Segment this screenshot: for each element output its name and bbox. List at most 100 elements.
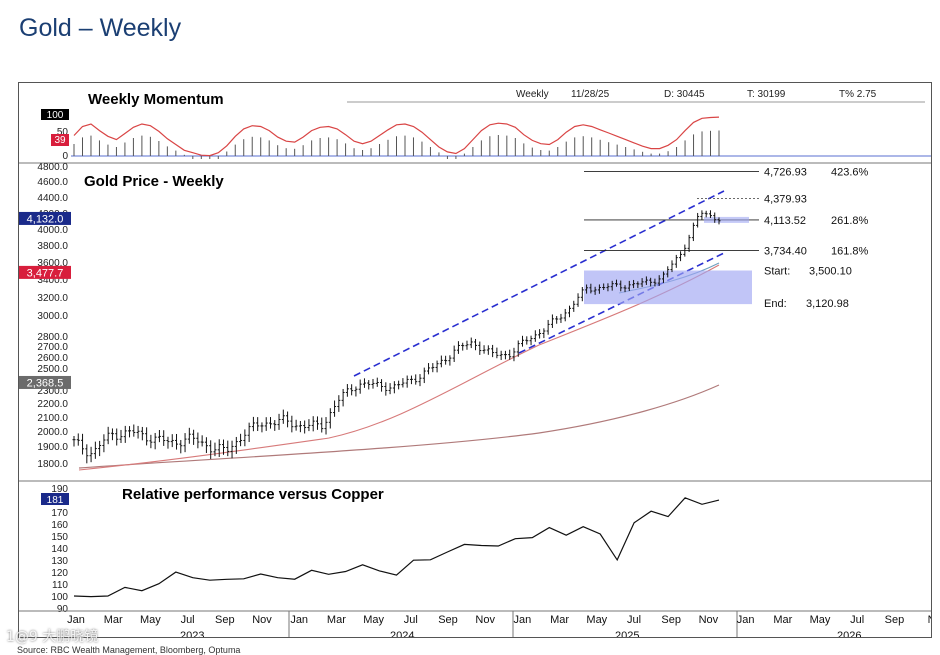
zone-start-label: Start: (764, 265, 790, 277)
fib-pct-label: 423.6% (831, 166, 869, 178)
gray-marker-badge (19, 375, 71, 389)
last-price-badge (19, 211, 71, 225)
red-marker-badge (19, 265, 71, 279)
month-label: May (140, 614, 161, 626)
header-date: 11/28/25 (571, 89, 610, 100)
gray-marker-label: 2,368.5 (27, 377, 64, 389)
month-label: Jan (737, 614, 755, 626)
fibonacci-levels: 4,726.93 423.6% 4,379.93 4,113.52 261.8% 3,73… (584, 166, 869, 258)
month-label: Jan (514, 614, 532, 626)
month-labels: Jan Mar May Jul Sep Nov Jan Mar May Jul Sep Nov Jan M… (67, 614, 931, 626)
month-label: Mar (327, 614, 346, 626)
chart-frame: Weekly 11/28/25 D: 30445 T: 30199 T% 2.7… (18, 82, 932, 638)
copper-tick-label: 100 (51, 592, 68, 603)
month-label: Mar (550, 614, 569, 626)
fib-price-label: 4,726.93 (764, 166, 807, 178)
copper-panel: Relative performance versus Copper 19018… (41, 484, 720, 615)
copper-tick-label: 190 (51, 484, 68, 495)
header-period: Weekly (516, 89, 549, 100)
month-label: Nov (699, 614, 719, 626)
copper-tick-label: 170 (51, 508, 68, 519)
month-label: Jul (181, 614, 195, 626)
copper-line (73, 497, 720, 598)
month-label: Nov (475, 614, 495, 626)
page-title: Gold – Weekly (19, 14, 182, 42)
fib-price-label: 4,113.52 (764, 215, 806, 227)
copper-badge-text: 181 (47, 495, 64, 506)
momentum-badge-value (51, 134, 69, 146)
last-price-label: 4,132.0 (27, 213, 64, 225)
price-tick-label: 3000.0 (37, 311, 68, 322)
price-tick-label: 4000.0 (37, 225, 68, 236)
momentum-badge-top (41, 109, 69, 120)
zone-end-value: 3,120.98 (806, 298, 849, 310)
price-tick-label: 3800.0 (37, 241, 68, 252)
price-tick-label: 3600.0 (37, 258, 68, 269)
gold-weekly-chart: Weekly 11/28/25 D: 30445 T: 30199 T% 2.7… (19, 89, 931, 637)
month-label: Mar (773, 614, 792, 626)
zone-end-label: End: (764, 298, 787, 310)
copper-tick-label: 120 (51, 568, 68, 579)
month-label: Sep (215, 614, 235, 626)
price-tick-label: 2200.0 (37, 399, 68, 410)
month-label: Jul (850, 614, 864, 626)
month-label: Sep (438, 614, 458, 626)
price-tick-label: 2000.0 (37, 427, 68, 438)
price-tick-label: 4400.0 (37, 193, 68, 204)
month-label: May (586, 614, 607, 626)
price-tick-label: 1800.0 (37, 459, 68, 470)
price-tick-label: 2100.0 (37, 413, 68, 424)
price-tick-label: 3200.0 (37, 293, 68, 304)
momentum-tick-0: 0 (62, 151, 68, 162)
ma-long (78, 384, 720, 469)
month-label: Mar (104, 614, 123, 626)
momentum-badge-value-text: 39 (54, 135, 66, 146)
momentum-bars (73, 130, 720, 159)
momentum-line (73, 116, 720, 157)
copper-tick-label: 150 (51, 532, 68, 543)
month-label: Sep (885, 614, 905, 626)
copper-tick-label: 90 (57, 604, 69, 615)
price-y-ticks: 4800.04600.04400.04200.04000.03800.03600… (37, 162, 68, 470)
price-tick-label: 2700.0 (37, 342, 68, 353)
price-title: Gold Price - Weekly (84, 173, 224, 190)
momentum-panel: Weekly Momentum 100 50 39 0 (41, 91, 931, 162)
fib-highlight (704, 216, 749, 223)
year-2023: 2023 (180, 630, 204, 637)
header-t: T: 30199 (747, 89, 786, 100)
month-label: Jul (627, 614, 641, 626)
price-tick-label: 1900.0 (37, 442, 68, 453)
month-label: Sep (661, 614, 681, 626)
month-label: N (928, 614, 931, 626)
x-axis: Jan Mar May Jul Sep Nov Jan Mar May Jul Sep Nov Jan M… (19, 610, 931, 637)
source-note: Source: RBC Wealth Management, Bloomberg… (17, 645, 241, 655)
momentum-tick-50: 50 (57, 127, 69, 138)
copper-tick-label: 130 (51, 556, 68, 567)
copper-tick-label: 160 (51, 520, 68, 531)
price-tick-label: 2800.0 (37, 332, 68, 343)
channel-upper (353, 190, 725, 377)
fib-price-label: 3,734.40 (764, 246, 807, 258)
month-label: Jan (67, 614, 85, 626)
month-label: May (363, 614, 384, 626)
month-label: Nov (252, 614, 272, 626)
month-label: May (810, 614, 831, 626)
price-tick-label: 2500.0 (37, 364, 68, 375)
watermark: 1@9 大鹏晓镜 (6, 629, 99, 645)
year-2025: 2025 (615, 630, 639, 637)
red-marker-label: 3,477.7 (27, 267, 64, 279)
month-label: Jul (404, 614, 418, 626)
price-tick-label: 2300.0 (37, 386, 68, 397)
copper-tick-label: 140 (51, 544, 68, 555)
year-2024: 2024 (390, 630, 414, 637)
copper-tick-label: 110 (52, 580, 68, 591)
price-markers: 4,132.0 3,477.7 2,368.5 (19, 211, 71, 389)
price-panel: 4800.04600.04400.04200.04000.03800.03600… (19, 162, 869, 471)
momentum-title: Weekly Momentum (88, 91, 224, 108)
price-bars (72, 210, 721, 464)
ma-mid (78, 264, 720, 471)
fib-price-label: 4,379.93 (764, 194, 807, 206)
copper-title: Relative performance versus Copper (122, 486, 384, 503)
price-tick-label: 4600.0 (37, 177, 68, 188)
zone-start-value: 3,500.10 (809, 265, 852, 277)
